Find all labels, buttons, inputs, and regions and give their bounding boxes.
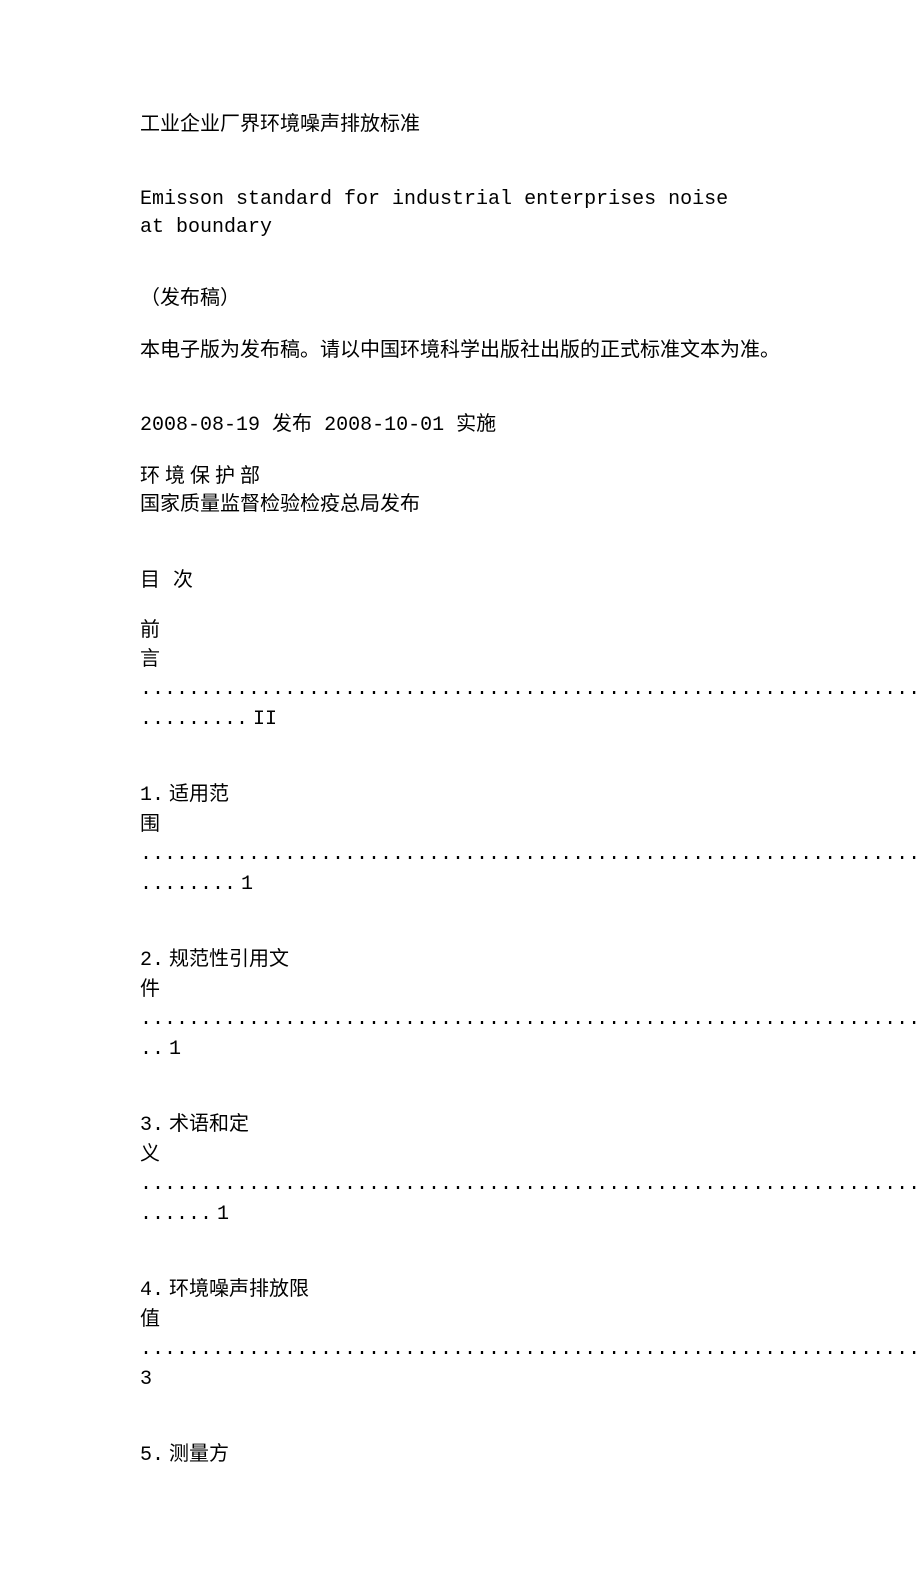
date-issued: 2008-08-19 (140, 414, 260, 437)
toc-preface-page: II (253, 708, 277, 731)
publisher-block: 环 境 保 护 部 国家质量监督检验检疫总局发布 (140, 462, 780, 518)
toc-entry-2: 2. 规范性引用文 件 ............................… (140, 945, 780, 1064)
toc-item3-label-part1: 术语和定 (169, 1113, 249, 1135)
document-title-zh: 工业企业厂界环境噪声排放标准 (140, 110, 780, 138)
toc-item4-page: 3 (140, 1368, 152, 1391)
toc-item3-prefix: 3. (140, 1114, 164, 1137)
draft-note: （发布稿） (140, 284, 780, 312)
toc-dots: ........ (140, 873, 236, 896)
toc-dots: ...... (140, 1203, 212, 1226)
toc-item1-page: 1 (241, 873, 253, 896)
publisher-bureau: 国家质量监督检验检疫总局发布 (140, 490, 780, 518)
toc-item5-prefix: 5. (140, 1444, 164, 1467)
toc-item3-label-part2: 义 (140, 1143, 160, 1165)
english-title-line1: Emisson standard for industrial enterpri… (140, 186, 780, 214)
toc-item1-label-part2: 围 (140, 813, 160, 835)
english-title-line2: at boundary (140, 214, 780, 242)
toc-dots: ......... (140, 708, 248, 731)
toc-dots: ........................................… (140, 1008, 920, 1031)
toc-item2-prefix: 2. (140, 949, 164, 972)
date-effective: 2008-10-01 (324, 414, 444, 437)
toc-item2-label-part1: 规范性引用文 (169, 948, 289, 970)
toc-dots: ........................................… (140, 1338, 920, 1361)
toc-dots: ........................................… (140, 843, 920, 866)
toc-item3-page: 1 (217, 1203, 229, 1226)
toc-item1-prefix: 1. (140, 784, 164, 807)
toc-item4-label-part2: 值 (140, 1308, 160, 1330)
toc-dots: ........................................… (140, 1173, 920, 1196)
document-title-en: Emisson standard for industrial enterpri… (140, 186, 780, 242)
toc-dots: .. (140, 1038, 164, 1061)
date-effective-label: 实施 (456, 414, 496, 437)
toc-item2-label-part2: 件 (140, 978, 160, 1000)
toc-entry-3: 3. 术语和定 义 ..............................… (140, 1110, 780, 1229)
toc-item2-page: 1 (169, 1038, 181, 1061)
toc-item4-prefix: 4. (140, 1279, 164, 1302)
toc-preface-label1: 前 (140, 619, 160, 641)
toc-entry-1: 1. 适用范 围 ...............................… (140, 780, 780, 899)
dates-line: 2008-08-19 发布 2008-10-01 实施 (140, 412, 780, 440)
toc-entry-5: 5. 测量方 (140, 1440, 780, 1470)
toc-entry-preface: 前 言 ....................................… (140, 616, 780, 734)
electronic-version-note: 本电子版为发布稿。请以中国环境科学出版社出版的正式标准文本为准。 (140, 336, 780, 364)
toc-dots: ........................................… (140, 678, 920, 701)
toc-header: 目 次 (140, 566, 780, 594)
toc-entry-4: 4. 环境噪声排放限 值 ...........................… (140, 1275, 780, 1394)
date-issued-label: 发布 (272, 414, 312, 437)
toc-item1-label-part1: 适用范 (169, 783, 229, 805)
toc-item5-label-part1: 测量方 (169, 1443, 229, 1465)
toc-item4-label-part1: 环境噪声排放限 (169, 1278, 309, 1300)
toc-preface-label2: 言 (140, 648, 160, 670)
publisher-ministry: 环 境 保 护 部 (140, 462, 780, 490)
